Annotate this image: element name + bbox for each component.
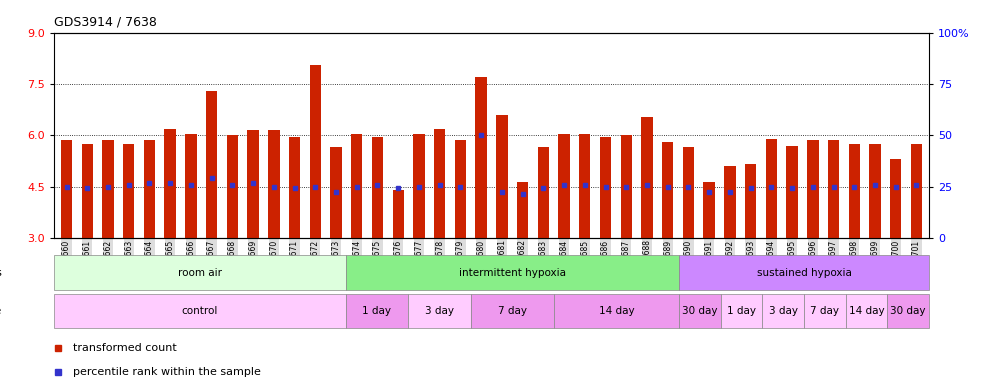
Bar [268,130,279,238]
Bar [61,141,72,238]
Bar [679,255,929,290]
Bar [704,182,715,238]
Bar [721,294,762,328]
Text: room air: room air [178,268,222,278]
Bar [185,134,197,238]
Bar [310,65,321,238]
Bar [828,141,839,238]
Bar [496,115,507,238]
Bar [538,147,549,238]
Text: 3 day: 3 day [769,306,797,316]
Bar [248,130,259,238]
Bar [554,294,679,328]
Text: transformed count: transformed count [74,343,177,353]
Bar [911,144,922,238]
Bar [786,146,798,238]
Bar [227,136,238,238]
Bar [888,294,929,328]
Bar [804,294,845,328]
Text: GDS3914 / 7638: GDS3914 / 7638 [54,15,157,28]
Bar [766,139,778,238]
Bar [346,294,408,328]
Bar [679,294,721,328]
Text: 14 day: 14 day [848,306,885,316]
Bar [413,134,425,238]
Bar [662,142,673,238]
Bar [102,141,114,238]
Bar [579,134,591,238]
Text: sustained hypoxia: sustained hypoxia [757,268,851,278]
Bar [372,137,383,238]
Bar [164,129,176,238]
Text: 7 day: 7 day [497,306,527,316]
Bar [346,255,679,290]
Bar [82,144,93,238]
Bar [408,294,471,328]
Bar [123,144,135,238]
Bar [205,91,217,238]
Text: 14 day: 14 day [599,306,634,316]
Text: percentile rank within the sample: percentile rank within the sample [74,366,261,377]
Text: control: control [182,306,218,316]
Bar [890,159,901,238]
Text: 1 day: 1 day [363,306,391,316]
Bar [434,129,445,238]
Text: intermittent hypoxia: intermittent hypoxia [459,268,566,278]
Bar [455,141,466,238]
Bar [54,294,346,328]
Bar [476,77,487,238]
Bar [392,190,404,238]
Bar [848,144,860,238]
Bar [845,294,888,328]
Text: time: time [0,306,2,316]
Text: 30 day: 30 day [682,306,718,316]
Text: 1 day: 1 day [727,306,756,316]
Bar [762,294,804,328]
Bar [620,136,632,238]
Bar [807,141,819,238]
Text: 3 day: 3 day [425,306,454,316]
Bar [144,141,155,238]
Bar [724,166,735,238]
Bar [558,134,570,238]
Bar [517,182,528,238]
Text: 30 day: 30 day [891,306,926,316]
Bar [289,137,300,238]
Bar [600,137,611,238]
Text: 7 day: 7 day [810,306,839,316]
Bar [641,116,653,238]
Bar [351,134,363,238]
Bar [54,255,346,290]
Text: stress: stress [0,268,2,278]
Bar [471,294,554,328]
Bar [683,147,694,238]
Bar [330,147,342,238]
Bar [869,144,881,238]
Bar [745,164,756,238]
